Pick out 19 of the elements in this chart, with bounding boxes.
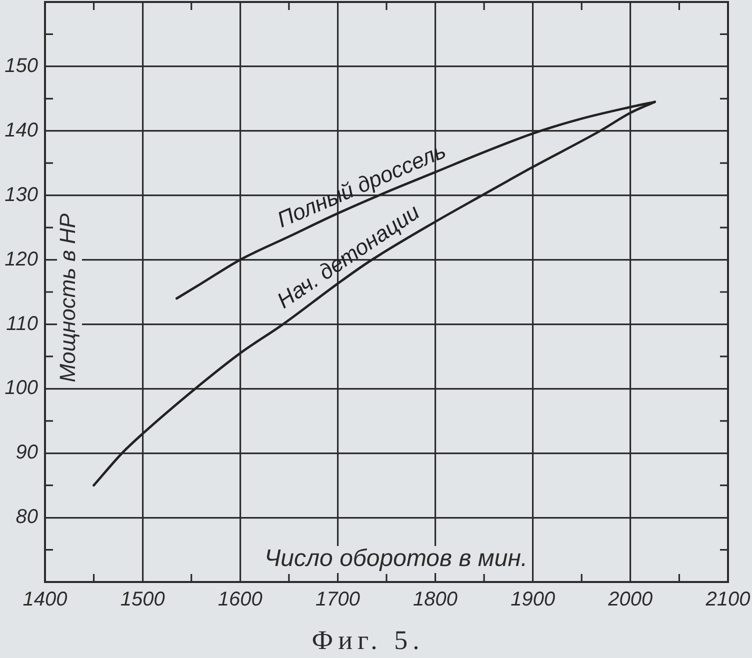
x-tick-label: 1800	[413, 588, 458, 611]
x-tick-label: 1700	[315, 588, 360, 611]
x-tick-label: 1500	[120, 588, 165, 611]
y-tick-label: 150	[4, 55, 38, 78]
x-tick-label: 2100	[704, 588, 750, 611]
y-axis-title: Мощность в HP	[55, 213, 80, 382]
x-axis-title: Число оборотов в мин.	[264, 545, 528, 572]
x-tick-label: 1400	[22, 588, 68, 611]
y-tick-label: 110	[6, 312, 38, 335]
y-tick-label: 130	[4, 184, 38, 206]
y-tick-label: 100	[4, 377, 38, 400]
y-tick-label: 140	[4, 119, 38, 142]
y-tick-label: 120	[4, 248, 38, 270]
text: Фиг. 5.	[312, 625, 424, 656]
x-tick-label: 2000	[607, 588, 653, 611]
x-tick-label: 1600	[218, 588, 262, 611]
y-tick-label: 80	[16, 506, 38, 528]
y-tick-label: 90	[16, 442, 38, 464]
x-tick-label: 1900	[510, 588, 556, 611]
